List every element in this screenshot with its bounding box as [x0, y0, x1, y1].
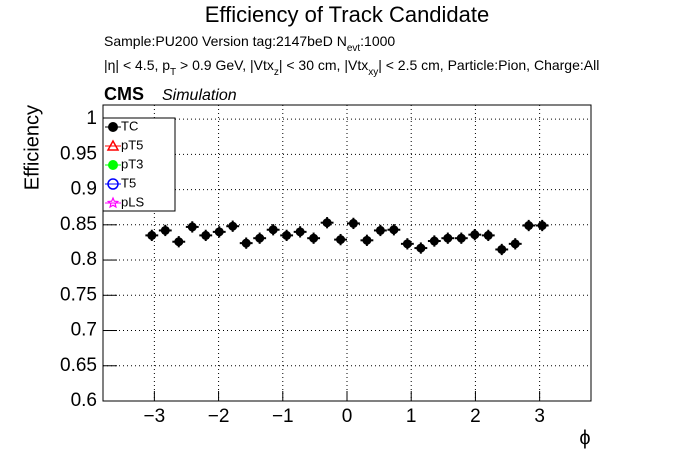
y-tick-label: 0.85	[60, 214, 97, 235]
data-point	[389, 225, 399, 235]
data-point	[348, 218, 358, 228]
y-tick-label: 0.7	[71, 320, 97, 341]
info-text: Sample:PU200 Version tag:2147beD N	[104, 33, 347, 49]
data-point	[362, 235, 372, 245]
data-point	[174, 237, 184, 247]
chart-title: Efficiency of Track Candidate	[205, 2, 490, 27]
data-point	[187, 222, 197, 232]
x-tick-label: 3	[534, 406, 545, 427]
data-point	[201, 230, 211, 240]
legend-marker	[106, 196, 120, 209]
y-tick-label: 0.6	[71, 390, 97, 411]
info-text: :1000	[360, 33, 395, 49]
y-tick-label: 0.8	[71, 249, 97, 270]
y-axis-label: Efficiency	[21, 105, 43, 190]
x-tick-label: 1	[406, 406, 417, 427]
info-text: |η| < 4.5, p	[104, 57, 170, 73]
x-tick-label: −3	[144, 406, 166, 427]
info-text: | < 30 cm, |Vtx	[279, 57, 368, 73]
experiment-label: CMS	[104, 84, 144, 104]
data-point	[309, 233, 319, 243]
data-point	[375, 225, 385, 235]
info-line: |η| < 4.5, pT > 0.9 GeV, |Vtxz| < 30 cm,…	[104, 57, 599, 78]
info-line: Sample:PU200 Version tag:2147beD Nevt:10…	[104, 33, 395, 54]
x-tick-label: −2	[208, 406, 230, 427]
subscript: T	[170, 67, 176, 78]
x-tick-label: 2	[470, 406, 481, 427]
data-point	[322, 218, 332, 228]
data-point	[160, 225, 170, 235]
data-point	[497, 244, 507, 254]
info-text: | < 2.5 cm, Particle:Pion, Charge:All	[378, 57, 599, 73]
data-point	[416, 243, 426, 253]
data-point	[483, 230, 493, 240]
data-point	[268, 225, 278, 235]
data-point	[456, 233, 466, 243]
subscript: z	[274, 67, 279, 78]
data-point	[241, 238, 251, 248]
y-tick-label: 1	[86, 108, 97, 129]
data-point	[470, 230, 480, 240]
data-point	[147, 230, 157, 240]
plot-frame	[102, 104, 592, 402]
info-text: > 0.9 GeV, |Vtx	[176, 57, 274, 73]
x-tick-label: −1	[272, 406, 294, 427]
y-tick-label: 0.95	[60, 143, 97, 164]
x-axis-label: ϕ	[579, 427, 590, 449]
data-point	[429, 236, 439, 246]
data-point	[443, 233, 453, 243]
legend-label: pLS	[121, 194, 144, 209]
legend-label: pT3	[121, 156, 143, 171]
subscript: evt	[347, 43, 361, 54]
data-point	[255, 233, 265, 243]
data-point	[524, 221, 534, 231]
y-tick-label: 0.75	[60, 284, 97, 305]
data-point	[228, 221, 238, 231]
experiment-note: Simulation	[162, 87, 237, 104]
data-point	[282, 230, 292, 240]
data-point	[537, 221, 547, 231]
x-tick-label: 0	[342, 406, 353, 427]
data-point	[510, 239, 520, 249]
data-point	[402, 239, 412, 249]
subscript: xy	[368, 67, 378, 78]
data-point	[295, 227, 305, 237]
data-point	[336, 235, 346, 245]
y-tick-label: 0.65	[60, 355, 97, 376]
y-tick-label: 0.9	[71, 179, 97, 200]
legend-label: TC	[121, 118, 138, 133]
data-point	[214, 227, 224, 237]
legend-label: T5	[121, 175, 136, 190]
legend-label: pT5	[121, 137, 143, 152]
